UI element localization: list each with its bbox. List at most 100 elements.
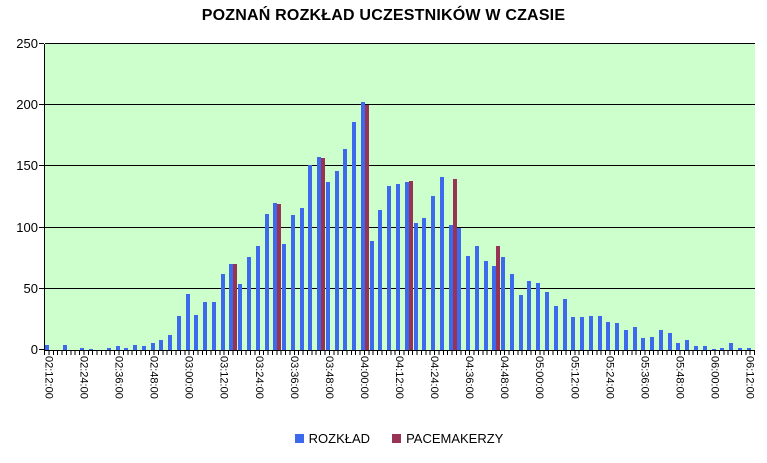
bar-rozklad <box>106 347 111 350</box>
bar-pacemakerzy <box>452 178 457 350</box>
bar-rozklad <box>150 342 155 350</box>
x-axis-label: 02:24:00 <box>77 356 90 399</box>
bar-pacemakerzy <box>364 105 369 350</box>
y-axis-tick <box>39 104 44 106</box>
bar-rozklad <box>422 217 427 350</box>
bar-rozklad <box>317 156 322 350</box>
bar-rozklad <box>325 182 330 350</box>
x-axis-label: 04:24:00 <box>428 356 441 399</box>
x-axis-label: 05:48:00 <box>673 356 686 399</box>
bar-rozklad <box>159 340 164 350</box>
bar-rozklad <box>220 274 225 350</box>
y-axis-label: 200 <box>16 97 38 113</box>
bar-rozklad <box>685 340 690 350</box>
bar-rozklad <box>562 298 567 350</box>
bar-rozklad <box>623 330 628 350</box>
y-axis-label: 50 <box>23 280 38 296</box>
bar-pacemakerzy <box>321 157 326 350</box>
x-axis-label: 05:00:00 <box>533 356 546 399</box>
bar-rozklad <box>650 336 655 350</box>
x-axis-label: 03:12:00 <box>217 356 230 399</box>
legend-swatch-pacemakerzy <box>392 433 402 443</box>
x-axis-label: 03:48:00 <box>322 356 335 399</box>
bar-rozklad <box>246 256 251 350</box>
bar-rozklad <box>194 314 199 350</box>
x-axis-label: 04:36:00 <box>463 356 476 399</box>
x-axis-label: 05:24:00 <box>603 356 616 399</box>
y-axis-tick <box>39 287 44 289</box>
bar-rozklad <box>369 241 374 350</box>
y-axis-tick <box>39 349 44 350</box>
bar-rozklad <box>597 315 602 350</box>
gridline <box>45 104 755 106</box>
bar-rozklad <box>720 347 725 350</box>
bar-rozklad <box>729 342 734 350</box>
x-axis-label: 03:24:00 <box>252 356 265 399</box>
x-axis-label: 02:36:00 <box>112 356 125 399</box>
bar-rozklad <box>439 177 444 350</box>
y-axis-label: 100 <box>16 219 38 235</box>
bar-rozklad <box>702 346 707 350</box>
bar-rozklad <box>378 210 383 350</box>
y-axis-tick <box>39 165 44 167</box>
bar-rozklad <box>632 326 637 350</box>
bar-rozklad <box>606 321 611 350</box>
bar-rozklad <box>45 345 50 350</box>
bar-rozklad <box>308 165 313 350</box>
x-axis-label: 04:48:00 <box>498 356 511 399</box>
y-axis-label: 150 <box>16 158 38 174</box>
bar-pacemakerzy <box>233 264 238 350</box>
x-axis-label: 06:00:00 <box>708 356 721 399</box>
bar-rozklad <box>501 256 506 350</box>
bar-rozklad <box>387 185 392 350</box>
bar-rozklad <box>290 215 295 350</box>
bar-rozklad <box>360 101 365 350</box>
legend-item-rozklad: ROZKŁAD <box>294 431 370 446</box>
bar-rozklad <box>334 171 339 350</box>
bar-rozklad <box>176 315 181 350</box>
y-axis-tick <box>39 43 44 44</box>
bar-rozklad <box>185 293 190 350</box>
bar-rozklad <box>413 222 418 350</box>
bar-rozklad <box>518 294 523 350</box>
x-axis-label: 04:00:00 <box>357 356 370 399</box>
bar-rozklad <box>737 347 742 350</box>
bar-rozklad <box>553 305 558 350</box>
bar-rozklad <box>168 335 173 350</box>
bar-rozklad <box>746 347 751 350</box>
bar-rozklad <box>509 274 514 350</box>
bar-rozklad <box>466 255 471 350</box>
x-axis-label: 03:00:00 <box>182 356 195 399</box>
gridline <box>45 43 755 44</box>
bar-rozklad <box>62 345 67 350</box>
bar-rozklad <box>448 225 453 350</box>
bar-rozklad <box>264 214 269 350</box>
bar-rozklad <box>80 347 85 350</box>
legend: ROZKŁAD PACEMAKERZY <box>44 429 754 447</box>
bar-rozklad <box>615 323 620 350</box>
x-tick-marks <box>44 351 755 355</box>
bar-rozklad <box>124 347 129 350</box>
bar-rozklad <box>457 227 462 350</box>
bar-rozklad <box>658 330 663 350</box>
bar-rozklad <box>694 346 699 350</box>
bar-rozklad <box>641 337 646 350</box>
gridline <box>45 165 755 167</box>
bar-rozklad <box>588 315 593 350</box>
y-axis-tick <box>39 226 44 228</box>
bar-rozklad <box>667 332 672 350</box>
legend-label-pacemakerzy: PACEMAKERZY <box>406 430 504 446</box>
x-axis-label: 05:12:00 <box>568 356 581 399</box>
bar-rozklad <box>211 302 216 350</box>
bar-rozklad <box>545 292 549 350</box>
legend-swatch-rozklad <box>294 433 304 443</box>
bar-rozklad <box>580 316 585 350</box>
x-axis-label: 03:36:00 <box>287 356 300 399</box>
gridline <box>45 287 755 289</box>
bar-pacemakerzy <box>277 204 282 350</box>
bar-rozklad <box>352 122 357 350</box>
y-axis-label: 0 <box>30 342 38 357</box>
bar-rozklad <box>343 149 348 350</box>
x-axis-label: 02:48:00 <box>147 356 160 399</box>
